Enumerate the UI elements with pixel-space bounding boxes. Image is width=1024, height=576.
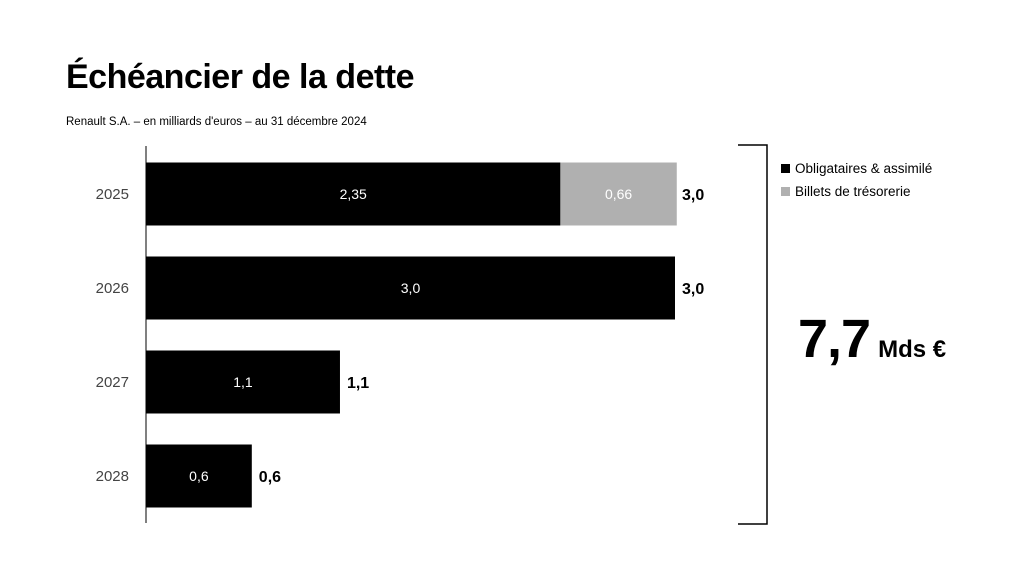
- total-debt-value: 7,7: [798, 309, 871, 369]
- bar-obligataires-2025: [146, 162, 561, 226]
- chart-title: Échéancier de la dette: [66, 58, 415, 96]
- legend-item-obligataires: Obligataires & assimilé: [781, 157, 932, 180]
- bar-obligataires-2028: [146, 444, 252, 508]
- bar-obligataires-2027: [146, 350, 340, 414]
- y-tick-label-2025: 2025: [96, 186, 129, 203]
- legend-label-obligataires: Obligataires & assimilé: [795, 161, 933, 176]
- legend-swatch-obligataires: [781, 164, 790, 173]
- data-label-obligataires-2028: 0,6: [189, 468, 209, 484]
- data-label-obligataires-2027: 1,1: [233, 374, 253, 390]
- y-tick-label-2026: 2026: [96, 280, 129, 297]
- legend-label-billets: Billets de trésorerie: [795, 184, 911, 199]
- total-bracket: [738, 144, 768, 525]
- data-label-obligataires-2025: 2,35: [340, 186, 367, 202]
- total-label-2027: 1,1: [347, 375, 369, 392]
- total-label-2028: 0,6: [259, 469, 281, 486]
- total-label-2025: 3,0: [682, 187, 704, 204]
- y-tick-label-2027: 2027: [96, 374, 129, 391]
- legend-swatch-billets: [781, 187, 790, 196]
- bar-billets-2025: [560, 162, 677, 226]
- chart-subtitle: Renault S.A. – en milliards d'euros – au…: [66, 116, 367, 128]
- bar-obligataires-2026: [146, 256, 675, 320]
- y-tick-label-2028: 2028: [96, 468, 129, 485]
- legend: Obligataires & assimilé Billets de tréso…: [781, 157, 932, 203]
- bars-layer: 2025 2,35 0,66 3,0 2026 3,0 3,0 2027 1,1 1,1 2028 0…: [96, 162, 704, 508]
- total-debt-unit: Mds €: [878, 336, 947, 363]
- total-debt: 7,7 Mds €: [798, 308, 946, 370]
- total-label-2026: 3,0: [682, 281, 704, 298]
- data-label-billets-2025: 0,66: [605, 186, 632, 202]
- data-label-obligataires-2026: 3,0: [401, 280, 421, 296]
- legend-item-billets: Billets de trésorerie: [781, 180, 932, 203]
